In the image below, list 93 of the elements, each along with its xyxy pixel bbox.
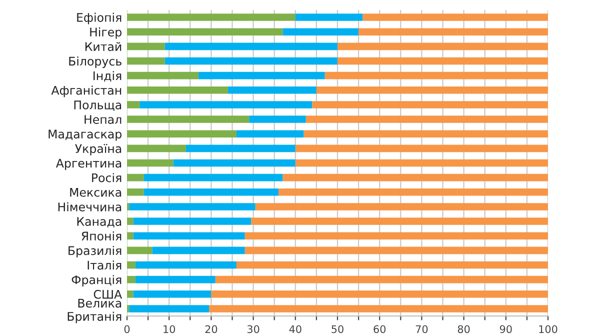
bar [255, 203, 548, 210]
bar [127, 276, 136, 284]
bar [198, 72, 325, 80]
bar [295, 14, 363, 21]
bar [362, 14, 548, 21]
bar [127, 290, 134, 298]
bar [133, 232, 245, 240]
bar [295, 144, 548, 152]
y-tick-label: Індія [94, 71, 122, 82]
x-tick-label: 30 [247, 325, 260, 334]
bar [127, 144, 186, 152]
x-tick-label: 0 [124, 325, 130, 334]
x-tick-label: 70 [416, 325, 428, 334]
x-tick-label: 60 [374, 325, 386, 334]
bar [228, 86, 316, 94]
bar [324, 72, 548, 80]
y-tick-label: Нігер [90, 27, 122, 39]
y-tick-label: Росія [92, 173, 122, 182]
bar [127, 174, 144, 182]
bar [249, 116, 306, 123]
bar [127, 232, 134, 240]
bar [129, 203, 256, 210]
y-tick-label: Непал [84, 115, 122, 124]
x-tick-label: 20 [205, 325, 218, 334]
bar [129, 305, 210, 312]
y-tick-label: США [94, 290, 122, 299]
bar [127, 14, 296, 21]
y-tick-label: Білорусь [69, 56, 122, 68]
y-tick-label: Велика Британія [68, 298, 122, 324]
bar [135, 276, 216, 284]
bar [144, 174, 283, 182]
y-tick-label: Мадагаскар [48, 130, 122, 141]
bar [127, 42, 165, 50]
bar [127, 101, 140, 108]
bar [173, 159, 296, 167]
bar [127, 218, 134, 225]
bar [295, 159, 548, 167]
bar [211, 290, 548, 298]
bar [127, 130, 236, 138]
x-tick-label: 40 [289, 325, 302, 334]
x-tick-label: 10 [164, 325, 176, 334]
bar [144, 188, 279, 196]
bar [278, 188, 548, 196]
bar [306, 116, 548, 123]
bar [164, 57, 338, 65]
bar [127, 116, 250, 123]
y-tick-label: Італія [88, 260, 122, 270]
bar [316, 86, 548, 94]
y-tick-label: Польща [74, 100, 122, 111]
bar [127, 246, 152, 254]
bar [282, 28, 359, 36]
bar [127, 72, 199, 80]
bar [127, 188, 144, 196]
y-tick-label: Афганістан [51, 86, 122, 98]
bar [304, 130, 548, 138]
y-tick-label: Ефіопія [77, 12, 122, 24]
bar [164, 42, 338, 50]
bar [338, 42, 548, 50]
bar [133, 290, 212, 298]
x-tick-label: 100 [539, 325, 558, 334]
y-tick-label: Канада [77, 217, 122, 228]
bar [236, 130, 304, 138]
y-tick-label: Німеччина [58, 202, 122, 212]
y-tick-label: Україна [75, 144, 122, 156]
bar [338, 57, 548, 65]
y-tick-label: Мексика [70, 188, 122, 197]
bar [127, 57, 165, 65]
bar [127, 28, 283, 36]
bar [312, 101, 548, 108]
bar [251, 218, 548, 225]
bar [209, 305, 548, 312]
y-tick-label: Аргентина [56, 158, 122, 170]
bar [358, 28, 548, 36]
y-tick-label: Франція [72, 275, 122, 287]
bar [282, 174, 548, 182]
y-tick-label: Китай [85, 42, 122, 52]
bar [135, 261, 236, 269]
x-tick-label: 90 [500, 325, 512, 334]
y-tick-label: Бразилія [68, 246, 122, 258]
x-tick-label: 50 [332, 325, 344, 334]
x-tick-label: 80 [458, 325, 470, 334]
bar [236, 261, 548, 269]
bar [127, 159, 174, 167]
bar [244, 246, 548, 254]
bar [127, 86, 228, 94]
bar [244, 232, 548, 240]
y-tick-label: Японія [82, 231, 122, 241]
bar [127, 261, 136, 269]
bar [140, 101, 312, 108]
bar [133, 218, 252, 225]
bar [152, 246, 245, 254]
bar [215, 276, 548, 284]
bar [186, 144, 296, 152]
